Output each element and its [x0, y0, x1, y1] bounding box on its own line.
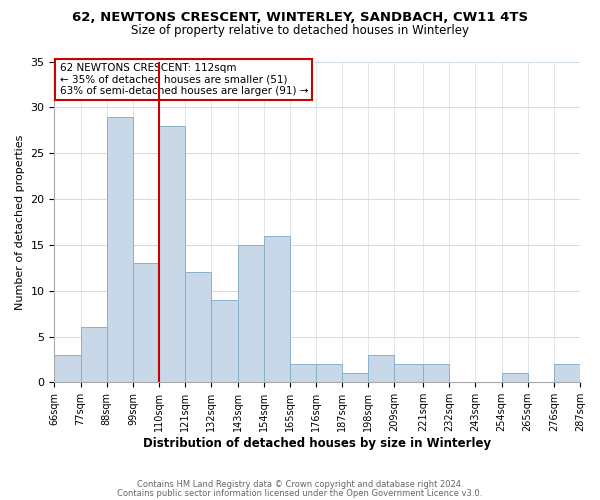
Bar — [263, 236, 290, 382]
Bar — [55, 355, 80, 382]
X-axis label: Distribution of detached houses by size in Winterley: Distribution of detached houses by size … — [143, 437, 491, 450]
Bar — [554, 364, 580, 382]
Text: 62 NEWTONS CRESCENT: 112sqm
← 35% of detached houses are smaller (51)
63% of sem: 62 NEWTONS CRESCENT: 112sqm ← 35% of det… — [59, 63, 308, 96]
Bar — [290, 364, 316, 382]
Bar — [368, 355, 394, 382]
Bar — [502, 373, 527, 382]
Bar — [211, 300, 238, 382]
Text: 62, NEWTONS CRESCENT, WINTERLEY, SANDBACH, CW11 4TS: 62, NEWTONS CRESCENT, WINTERLEY, SANDBAC… — [72, 11, 528, 24]
Bar — [159, 126, 185, 382]
Bar — [238, 245, 263, 382]
Bar — [316, 364, 342, 382]
Bar — [80, 328, 107, 382]
Bar — [185, 272, 211, 382]
Bar — [423, 364, 449, 382]
Y-axis label: Number of detached properties: Number of detached properties — [15, 134, 25, 310]
Bar — [133, 263, 159, 382]
Text: Size of property relative to detached houses in Winterley: Size of property relative to detached ho… — [131, 24, 469, 37]
Text: Contains HM Land Registry data © Crown copyright and database right 2024.: Contains HM Land Registry data © Crown c… — [137, 480, 463, 489]
Bar — [107, 116, 133, 382]
Text: Contains public sector information licensed under the Open Government Licence v3: Contains public sector information licen… — [118, 488, 482, 498]
Bar — [394, 364, 423, 382]
Bar — [342, 373, 368, 382]
